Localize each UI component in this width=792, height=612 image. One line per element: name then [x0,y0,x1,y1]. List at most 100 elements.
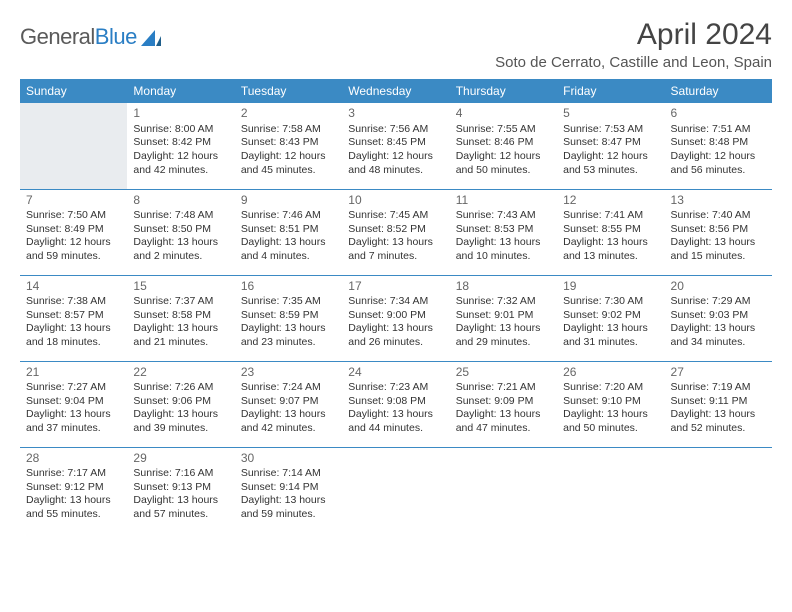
cell-daylight: Daylight: 12 hours and 50 minutes. [456,150,551,177]
cell-daylight: Daylight: 13 hours and 29 minutes. [456,322,551,349]
cell-sunset: Sunset: 9:04 PM [26,395,121,409]
cell-sunset: Sunset: 8:42 PM [133,136,228,150]
cell-sunset: Sunset: 8:43 PM [241,136,336,150]
cell-daylight: Daylight: 13 hours and 57 minutes. [133,494,228,521]
calendar-cell: 21Sunrise: 7:27 AMSunset: 9:04 PMDayligh… [20,361,127,447]
cell-sunset: Sunset: 9:12 PM [26,481,121,495]
day-number: 21 [26,365,121,381]
cell-sunrise: Sunrise: 7:46 AM [241,209,336,223]
cell-daylight: Daylight: 13 hours and 10 minutes. [456,236,551,263]
cell-daylight: Daylight: 13 hours and 21 minutes. [133,322,228,349]
cell-daylight: Daylight: 13 hours and 52 minutes. [671,408,766,435]
calendar-cell: 27Sunrise: 7:19 AMSunset: 9:11 PMDayligh… [665,361,772,447]
cell-sunrise: Sunrise: 7:14 AM [241,467,336,481]
calendar-row: 1Sunrise: 8:00 AMSunset: 8:42 PMDaylight… [20,103,772,189]
cell-sunset: Sunset: 8:47 PM [563,136,658,150]
calendar-cell: 18Sunrise: 7:32 AMSunset: 9:01 PMDayligh… [450,275,557,361]
calendar-cell: 17Sunrise: 7:34 AMSunset: 9:00 PMDayligh… [342,275,449,361]
cell-sunrise: Sunrise: 7:24 AM [241,381,336,395]
cell-sunrise: Sunrise: 7:35 AM [241,295,336,309]
calendar-cell: 8Sunrise: 7:48 AMSunset: 8:50 PMDaylight… [127,189,234,275]
cell-sunrise: Sunrise: 8:00 AM [133,123,228,137]
calendar-cell [20,103,127,189]
calendar-cell [342,447,449,533]
calendar-cell: 20Sunrise: 7:29 AMSunset: 9:03 PMDayligh… [665,275,772,361]
cell-sunrise: Sunrise: 7:21 AM [456,381,551,395]
cell-daylight: Daylight: 13 hours and 42 minutes. [241,408,336,435]
cell-sunset: Sunset: 9:02 PM [563,309,658,323]
cell-daylight: Daylight: 13 hours and 4 minutes. [241,236,336,263]
cell-daylight: Daylight: 12 hours and 42 minutes. [133,150,228,177]
cell-sunrise: Sunrise: 7:34 AM [348,295,443,309]
cell-sunrise: Sunrise: 7:32 AM [456,295,551,309]
cell-daylight: Daylight: 13 hours and 34 minutes. [671,322,766,349]
day-number: 23 [241,365,336,381]
day-number: 5 [563,106,658,122]
cell-sunset: Sunset: 9:07 PM [241,395,336,409]
cell-sunset: Sunset: 8:49 PM [26,223,121,237]
brand-logo: GeneralBlue [20,18,161,50]
calendar-cell: 7Sunrise: 7:50 AMSunset: 8:49 PMDaylight… [20,189,127,275]
day-number: 7 [26,193,121,209]
cell-sunrise: Sunrise: 7:20 AM [563,381,658,395]
cell-sunrise: Sunrise: 7:37 AM [133,295,228,309]
calendar-cell: 16Sunrise: 7:35 AMSunset: 8:59 PMDayligh… [235,275,342,361]
cell-sunrise: Sunrise: 7:38 AM [26,295,121,309]
cell-daylight: Daylight: 13 hours and 26 minutes. [348,322,443,349]
calendar-cell: 28Sunrise: 7:17 AMSunset: 9:12 PMDayligh… [20,447,127,533]
day-number: 16 [241,279,336,295]
cell-sunset: Sunset: 9:06 PM [133,395,228,409]
weekday-header: Monday [127,79,234,103]
cell-sunset: Sunset: 8:56 PM [671,223,766,237]
calendar-cell: 24Sunrise: 7:23 AMSunset: 9:08 PMDayligh… [342,361,449,447]
calendar-cell: 15Sunrise: 7:37 AMSunset: 8:58 PMDayligh… [127,275,234,361]
cell-daylight: Daylight: 13 hours and 2 minutes. [133,236,228,263]
cell-sunset: Sunset: 8:58 PM [133,309,228,323]
cell-daylight: Daylight: 13 hours and 31 minutes. [563,322,658,349]
cell-sunrise: Sunrise: 7:51 AM [671,123,766,137]
cell-daylight: Daylight: 12 hours and 48 minutes. [348,150,443,177]
cell-sunrise: Sunrise: 7:23 AM [348,381,443,395]
weekday-header: Wednesday [342,79,449,103]
calendar-cell: 4Sunrise: 7:55 AMSunset: 8:46 PMDaylight… [450,103,557,189]
cell-sunrise: Sunrise: 7:50 AM [26,209,121,223]
day-number: 14 [26,279,121,295]
cell-sunset: Sunset: 8:51 PM [241,223,336,237]
day-number: 4 [456,106,551,122]
calendar-row: 7Sunrise: 7:50 AMSunset: 8:49 PM Daylight… [20,189,772,275]
cell-sunrise: Sunrise: 7:27 AM [26,381,121,395]
weekday-header: Saturday [665,79,772,103]
day-number: 11 [456,193,551,209]
cell-sunset: Sunset: 8:52 PM [348,223,443,237]
calendar-cell [450,447,557,533]
cell-sunset: Sunset: 9:09 PM [456,395,551,409]
cell-sunrise: Sunrise: 7:29 AM [671,295,766,309]
calendar-cell: 14Sunrise: 7:38 AMSunset: 8:57 PMDayligh… [20,275,127,361]
header: GeneralBlue April 2024 Soto de Cerrato, … [20,18,772,71]
day-number: 12 [563,193,658,209]
cell-daylight: Daylight: 13 hours and 55 minutes. [26,494,121,521]
cell-sunrise: Sunrise: 7:41 AM [563,209,658,223]
cell-sunrise: Sunrise: 7:56 AM [348,123,443,137]
weekday-header: Friday [557,79,664,103]
month-title: April 2024 [495,18,772,52]
cell-sunrise: Sunrise: 7:19 AM [671,381,766,395]
cell-sunset: Sunset: 8:46 PM [456,136,551,150]
cell-daylight: Daylight: 13 hours and 13 minutes. [563,236,658,263]
day-number: 19 [563,279,658,295]
calendar-cell: 5Sunrise: 7:53 AMSunset: 8:47 PMDaylight… [557,103,664,189]
day-number: 17 [348,279,443,295]
calendar-cell: 10Sunrise: 7:45 AMSunset: 8:52 PMDayligh… [342,189,449,275]
day-number: 30 [241,451,336,467]
calendar-cell: 13Sunrise: 7:40 AMSunset: 8:56 PMDayligh… [665,189,772,275]
day-number: 29 [133,451,228,467]
cell-daylight: Daylight: 13 hours and 7 minutes. [348,236,443,263]
calendar-cell: 1Sunrise: 8:00 AMSunset: 8:42 PMDaylight… [127,103,234,189]
calendar-cell: 3Sunrise: 7:56 AMSunset: 8:45 PMDaylight… [342,103,449,189]
cell-daylight: Daylight: 13 hours and 39 minutes. [133,408,228,435]
cell-sunset: Sunset: 8:48 PM [671,136,766,150]
day-number: 26 [563,365,658,381]
day-number: 27 [671,365,766,381]
calendar-cell: 25Sunrise: 7:21 AMSunset: 9:09 PMDayligh… [450,361,557,447]
cell-sunset: Sunset: 9:10 PM [563,395,658,409]
